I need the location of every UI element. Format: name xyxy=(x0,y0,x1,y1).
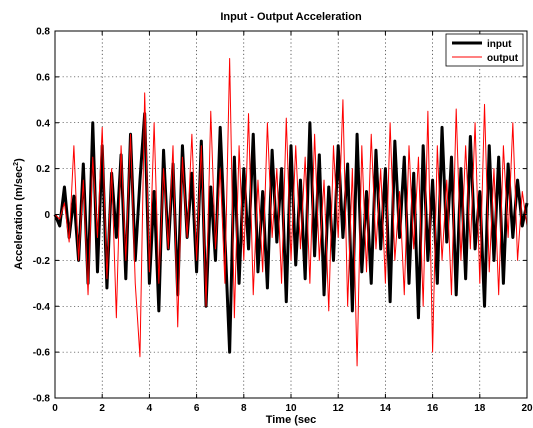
x-tick-label: 6 xyxy=(194,403,200,414)
y-tick-label: -0.6 xyxy=(33,348,51,359)
y-tick-labels: -0.8 -0.6 -0.4 -0.2 0 0.2 0.4 0.6 0.8 xyxy=(33,27,51,405)
y-axis-label-close: ) xyxy=(13,158,25,162)
x-tick-label: 18 xyxy=(474,403,486,414)
axis-ticks xyxy=(54,30,528,399)
legend-label-output: output xyxy=(487,53,519,64)
x-tick-label: 10 xyxy=(285,403,297,414)
legend: input output xyxy=(445,33,524,67)
series-line-output xyxy=(54,58,528,367)
x-tick-label: 20 xyxy=(521,403,533,414)
legend-box xyxy=(445,33,524,67)
y-tick-label: -0.2 xyxy=(33,256,51,267)
y-axis-label-superscript: 2 xyxy=(13,162,20,166)
y-tick-label: 0 xyxy=(44,210,50,221)
y-tick-label: 0.8 xyxy=(36,27,50,38)
y-tick-label: 0.2 xyxy=(36,164,50,175)
x-tick-label: 14 xyxy=(380,403,392,414)
x-tick-labels: 0 2 4 6 8 10 12 14 16 18 20 xyxy=(52,403,533,414)
y-tick-label: -0.8 xyxy=(33,394,51,405)
y-tick-label: 0.4 xyxy=(36,118,50,129)
series-layer xyxy=(53,58,529,367)
x-tick-label: 0 xyxy=(52,403,58,414)
y-axis-label: Acceleration (m/sec2) xyxy=(13,158,25,270)
chart-title: Input - Output Acceleration xyxy=(220,11,362,23)
x-tick-label: 16 xyxy=(427,403,439,414)
x-tick-label: 8 xyxy=(241,403,247,414)
y-tick-label: 0.6 xyxy=(36,72,50,83)
x-tick-label: 12 xyxy=(333,403,345,414)
x-axis-label: Time (sec xyxy=(266,414,317,426)
x-tick-label: 4 xyxy=(147,403,153,414)
x-tick-label: 2 xyxy=(99,403,105,414)
legend-label-input: input xyxy=(487,39,512,50)
y-axis-label-text: Acceleration (m/sec xyxy=(13,166,25,270)
y-tick-label: -0.4 xyxy=(33,302,51,313)
